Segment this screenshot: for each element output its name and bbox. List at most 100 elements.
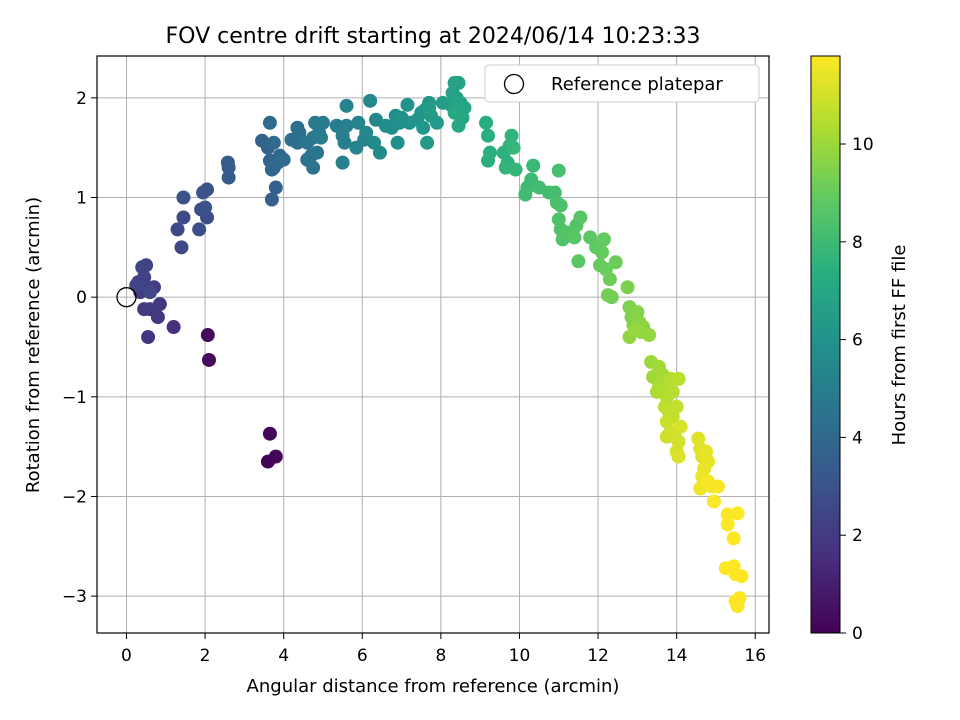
data-point [602,272,617,287]
legend-marker [503,73,525,95]
data-point [628,323,643,338]
data-point [176,210,191,225]
data-point [594,245,609,260]
x-tick-label: 4 [278,646,289,666]
data-point [166,320,181,335]
legend: Reference platepar [484,64,760,103]
data-point [726,531,741,546]
data-point [728,594,743,609]
data-point [200,328,215,343]
data-point [506,140,521,155]
data-point [642,328,657,343]
data-point [451,75,466,90]
data-point [390,135,405,150]
data-point [400,97,415,112]
colorbar-tick-label: 6 [852,331,863,351]
data-point [481,153,496,168]
data-point [734,569,749,584]
y-tick-label: 1 [76,189,87,209]
chart-title: FOV centre drift starting at 2024/06/14 … [166,24,701,49]
data-point [422,100,437,115]
y-tick-label: 0 [76,288,87,308]
data-point [170,222,185,237]
data-point [479,115,494,130]
data-point [141,330,156,345]
data-point [139,258,154,273]
x-tick-label: 14 [666,646,688,666]
data-point [416,120,431,135]
data-point [372,145,387,160]
reference-platepar-marker [116,287,137,308]
colorbar-tick-label: 10 [852,135,874,155]
data-point [337,135,352,150]
grid-lines [97,56,769,633]
colorbar-tick-label: 8 [852,233,863,253]
colorbar: 0 2 4 6 8 10 Hours from first FF file [810,55,910,644]
y-tick-label: −1 [62,388,87,408]
colorbar-gradient [810,55,841,634]
y-axis-label: Rotation from reference (arcmin) [23,197,44,493]
data-point [363,93,378,108]
plot-frame [96,55,770,634]
data-point [567,230,582,245]
x-axis-label: Angular distance from reference (arcmin) [247,676,620,697]
data-point [262,426,277,441]
data-point [730,506,745,521]
data-point [573,210,588,225]
data-point [266,135,281,150]
x-tick-label: 8 [435,646,446,666]
colorbar-tick-label: 2 [852,526,863,546]
data-point [202,352,216,367]
data-point [129,278,144,293]
data-point [310,145,325,160]
data-point [720,517,735,532]
data-point [359,125,374,140]
data-point [671,371,686,386]
data-point [706,494,721,509]
x-tick-label: 12 [587,646,609,666]
x-tick-label: 2 [200,646,211,666]
data-point [710,479,725,494]
data-point [306,160,321,175]
y-tick-label: −3 [62,587,87,607]
y-tick-label: −2 [62,487,87,507]
legend-box [484,64,760,103]
data-point [596,232,611,247]
data-point [447,105,462,120]
data-point [276,152,291,167]
data-point [551,163,566,178]
colorbar-label: Hours from first FF file [889,245,910,446]
data-point [198,200,213,215]
x-tick-label: 16 [744,646,766,666]
data-points [116,75,749,614]
data-point [673,419,688,434]
data-point [268,180,283,195]
data-point [526,158,541,173]
data-point [220,155,235,170]
data-point [290,120,305,135]
data-point [264,192,279,207]
data-point [315,115,330,130]
colorbar-ticks: 0 2 4 6 8 10 [840,135,874,644]
data-point [518,187,533,202]
y-axis-ticks: −3 −2 −1 0 1 2 [62,89,97,607]
colorbar-tick-label: 0 [852,624,863,644]
data-point [137,302,152,317]
data-point [481,128,496,143]
data-point [143,285,158,300]
data-point [600,288,615,303]
data-point [174,240,189,255]
data-point [221,170,236,185]
data-point [420,135,435,150]
data-point [176,190,191,205]
x-tick-label: 6 [357,646,368,666]
data-point [429,115,444,130]
data-point [669,399,684,414]
data-point [200,182,215,197]
data-point [339,98,354,113]
data-point [192,222,207,237]
data-point [262,115,277,130]
data-point [351,115,366,130]
data-point [620,280,635,295]
